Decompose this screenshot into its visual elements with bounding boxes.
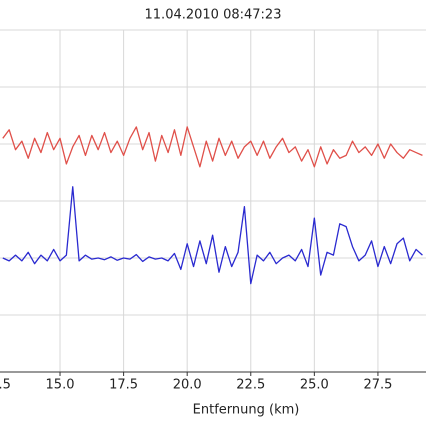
x-tick-label: 15.0: [46, 378, 75, 393]
chart-title: 11.04.2010 08:47:23: [145, 8, 282, 23]
x-tick-label: 12.5: [0, 378, 11, 393]
series-line: [2, 126, 423, 168]
series-line: [2, 186, 423, 285]
x-tick-label: 22.5: [236, 378, 265, 393]
x-tick-label: 20.0: [173, 378, 202, 393]
x-tick-label: 17.5: [109, 378, 138, 393]
x-tick-label: 27.5: [363, 378, 392, 393]
x-tick-label: 25.0: [300, 378, 329, 393]
x-axis-label: Entfernung (km): [193, 403, 300, 418]
